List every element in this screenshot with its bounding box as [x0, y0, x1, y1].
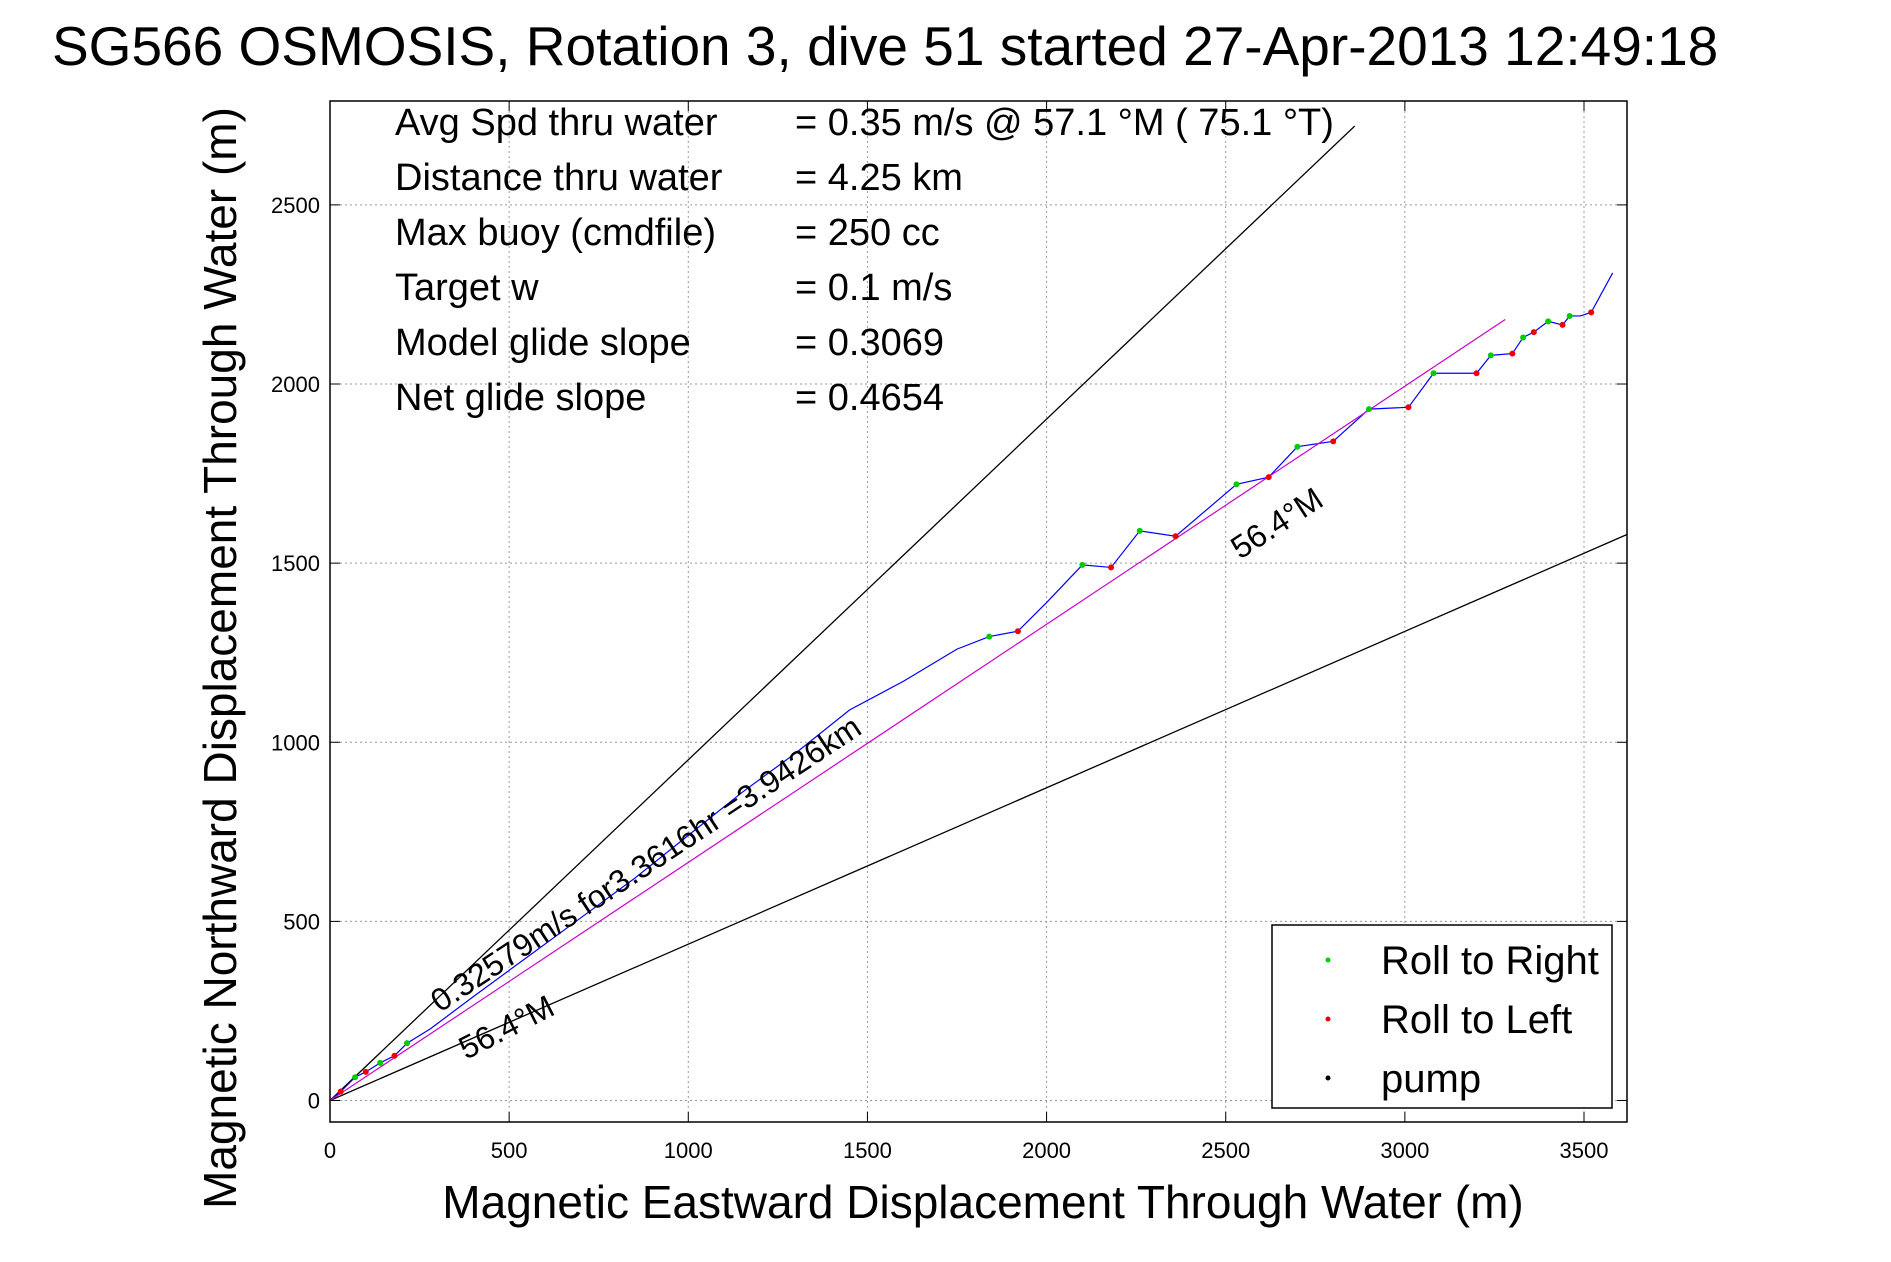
x-tick-label: 2500: [1201, 1138, 1250, 1163]
y-tick-label: 2500: [271, 193, 320, 218]
roll-left-point: [1530, 329, 1537, 336]
stat-value: = 0.1 m/s: [795, 267, 952, 309]
legend-marker: [1325, 957, 1331, 963]
chart-title: SG566 OSMOSIS, Rotation 3, dive 51 start…: [52, 15, 1718, 77]
roll-right-point: [1566, 312, 1573, 319]
y-tick-label: 2000: [271, 372, 320, 397]
stat-value: = 250 cc: [795, 212, 940, 254]
reference-line-2: [329, 533, 1628, 1102]
legend-marker: [1325, 1075, 1331, 1081]
legend-marker: [1325, 1016, 1331, 1022]
roll-left-point: [1330, 438, 1337, 445]
y-tick-label: 500: [283, 909, 320, 934]
roll-right-point: [1545, 318, 1552, 325]
roll-right-point: [377, 1059, 384, 1066]
roll-left-point: [1108, 564, 1115, 571]
roll-points: [337, 309, 1595, 1095]
roll-right-point: [1487, 352, 1494, 359]
x-tick-label: 3000: [1380, 1138, 1429, 1163]
roll-right-point: [404, 1040, 411, 1047]
legend-entries: Roll to Right Roll to Left pump: [1325, 939, 1599, 1101]
stat-value: = 0.35 m/s @ 57.1 °M ( 75.1 °T): [795, 102, 1334, 144]
roll-left-point: [1473, 370, 1480, 377]
roll-right-point: [1233, 481, 1240, 488]
roll-left-point: [1014, 628, 1021, 635]
stat-value: = 0.4654: [795, 377, 944, 419]
x-tick-label: 1500: [843, 1138, 892, 1163]
roll-right-point: [986, 633, 993, 640]
roll-left-point: [1172, 533, 1179, 540]
roll-right-point: [1520, 334, 1527, 341]
roll-right-point: [1366, 406, 1373, 413]
y-tick-label: 0: [308, 1089, 320, 1114]
upper-heading-annotation: 56.4°M: [1224, 480, 1329, 566]
roll-left-point: [1559, 321, 1566, 328]
model-line: [329, 319, 1506, 1102]
roll-left-point: [1509, 350, 1516, 357]
stat-label: Avg Spd thru water: [395, 102, 718, 144]
stats-block: Avg Spd thru water = 0.35 m/s @ 57.1 °M (…: [395, 102, 1334, 419]
y-tick-label: 1000: [271, 730, 320, 755]
roll-left-point: [391, 1052, 398, 1059]
x-tick-label: 500: [491, 1138, 528, 1163]
reference-line-1: [329, 125, 1356, 1101]
reference-lines: [329, 125, 1628, 1102]
x-axis-label: Magnetic Eastward Displacement Through W…: [442, 1176, 1523, 1228]
legend-label: Roll to Right: [1381, 939, 1599, 983]
stat-label: Net glide slope: [395, 377, 646, 419]
axis-ticks: 0 500 1000 1500 2000 2500 3000 3500 0 500 1000 1500…: [271, 101, 1627, 1163]
legend-label: pump: [1381, 1057, 1481, 1101]
roll-right-point: [352, 1074, 359, 1081]
y-tick-label: 1500: [271, 551, 320, 576]
roll-left-point: [1588, 309, 1595, 316]
roll-right-point: [1430, 370, 1437, 377]
stat-label: Distance thru water: [395, 157, 723, 199]
legend-label: Roll to Left: [1381, 998, 1572, 1042]
stat-label: Model glide slope: [395, 322, 691, 364]
speed-annotation: 0.32579m/s for3.3616hr =3.9426km: [424, 708, 867, 1018]
roll-left-point: [1405, 404, 1412, 411]
x-tick-label: 0: [324, 1138, 336, 1163]
x-tick-label: 1000: [664, 1138, 713, 1163]
roll-left-point: [1265, 474, 1272, 481]
y-axis-label: Magnetic Northward Displacement Through …: [194, 107, 246, 1209]
stat-label: Max buoy (cmdfile): [395, 212, 716, 254]
roll-right-point: [1294, 443, 1301, 450]
x-tick-label: 3500: [1560, 1138, 1609, 1163]
roll-right-point: [1079, 561, 1086, 568]
roll-right-point: [1136, 527, 1143, 534]
legend-box: [1271, 924, 1613, 1109]
roll-left-point: [362, 1068, 369, 1075]
stat-label: Target w: [395, 267, 539, 309]
stat-value: = 0.3069: [795, 322, 944, 364]
stat-value: = 4.25 km: [795, 157, 963, 199]
x-tick-label: 2000: [1022, 1138, 1071, 1163]
plot-frame: [329, 100, 1628, 1123]
roll-left-point: [337, 1088, 344, 1095]
legend: Roll to Right Roll to Left pump: [1271, 924, 1613, 1109]
